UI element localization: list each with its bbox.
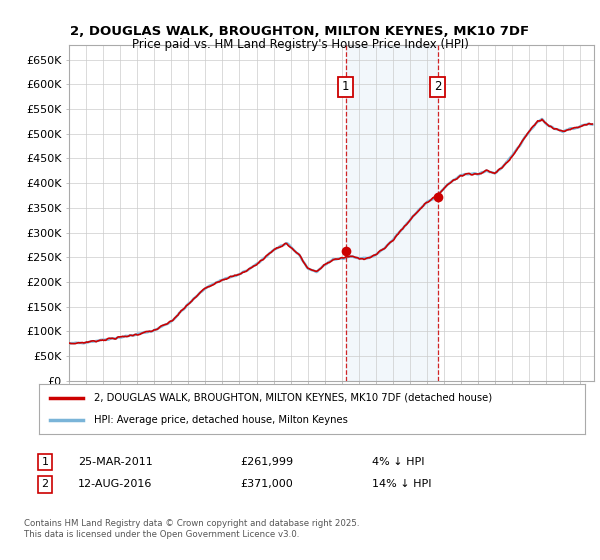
Text: 12-AUG-2016: 12-AUG-2016 [78, 479, 152, 489]
Text: £261,999: £261,999 [240, 457, 293, 467]
Text: 2: 2 [41, 479, 49, 489]
Text: 2: 2 [434, 80, 441, 94]
Text: 2, DOUGLAS WALK, BROUGHTON, MILTON KEYNES, MK10 7DF (detached house): 2, DOUGLAS WALK, BROUGHTON, MILTON KEYNE… [94, 393, 492, 403]
Bar [346, 45, 437, 381]
Text: Price paid vs. HM Land Registry's House Price Index (HPI): Price paid vs. HM Land Registry's House … [131, 38, 469, 51]
Text: 1: 1 [342, 80, 349, 94]
Text: 1: 1 [41, 457, 49, 467]
Text: 4% ↓ HPI: 4% ↓ HPI [372, 457, 425, 467]
Text: 2, DOUGLAS WALK, BROUGHTON, MILTON KEYNES, MK10 7DF: 2, DOUGLAS WALK, BROUGHTON, MILTON KEYNE… [70, 25, 530, 38]
Text: HPI: Average price, detached house, Milton Keynes: HPI: Average price, detached house, Milt… [94, 415, 347, 425]
Text: 25-MAR-2011: 25-MAR-2011 [78, 457, 153, 467]
Text: 14% ↓ HPI: 14% ↓ HPI [372, 479, 431, 489]
Text: £371,000: £371,000 [240, 479, 293, 489]
Text: Contains HM Land Registry data © Crown copyright and database right 2025.
This d: Contains HM Land Registry data © Crown c… [24, 520, 359, 539]
